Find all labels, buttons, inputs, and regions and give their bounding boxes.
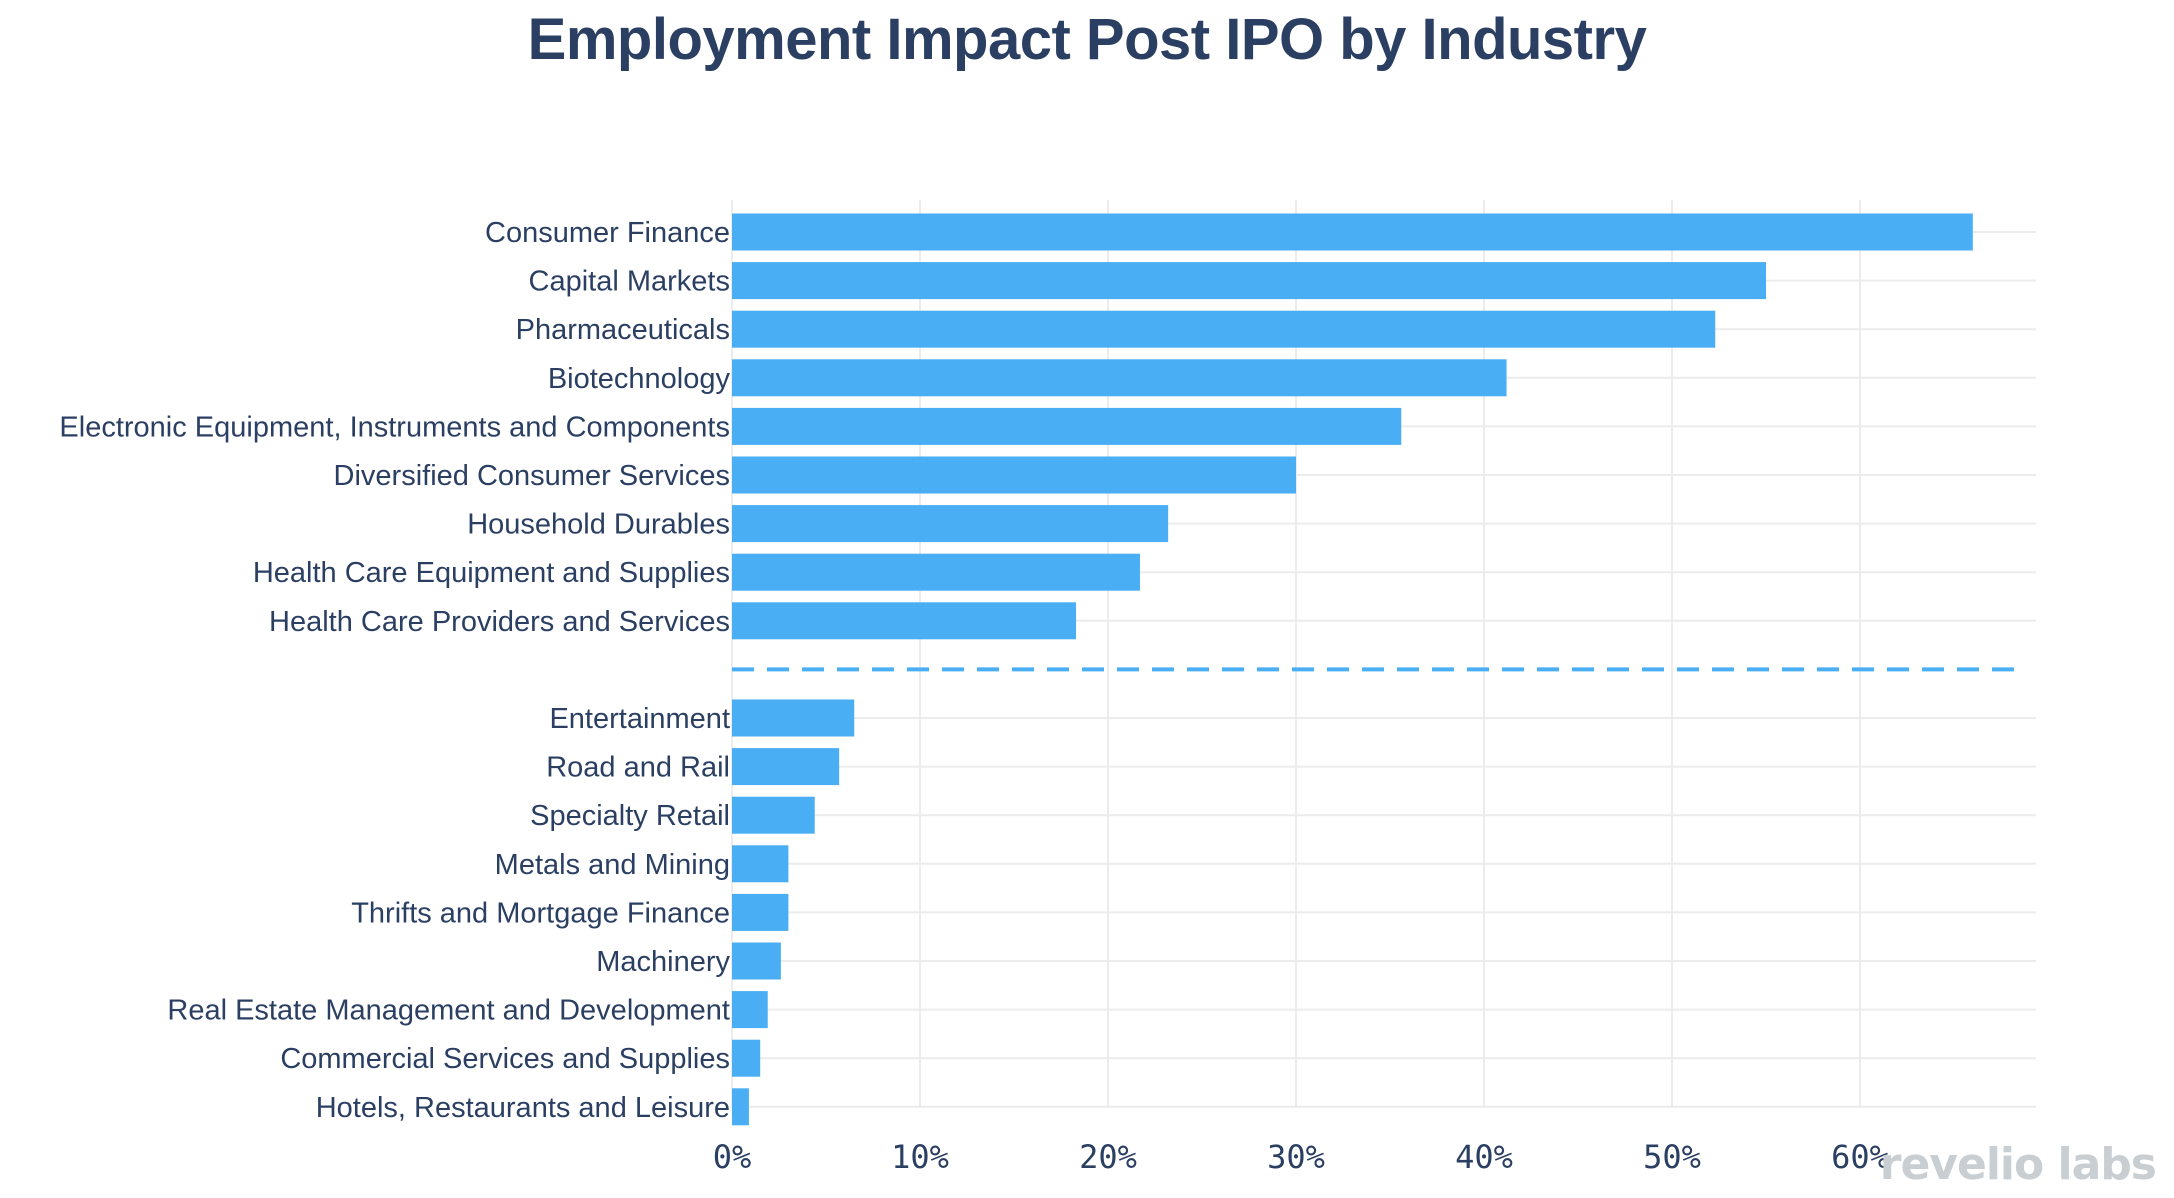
bar[interactable] (732, 505, 1169, 543)
category-label: Road and Rail (546, 752, 730, 784)
x-tick-label: 40% (1455, 1138, 1513, 1176)
x-tick-label: 20% (1079, 1138, 1137, 1176)
brand-logo: revelio labs (1879, 1139, 2157, 1190)
category-label: Electronic Equipment, Instruments and Co… (59, 411, 730, 443)
category-label: Consumer Finance (485, 217, 730, 249)
bar[interactable] (732, 262, 1766, 300)
category-label: Diversified Consumer Services (334, 460, 730, 492)
category-label: Metals and Mining (495, 849, 730, 881)
category-label: Specialty Retail (530, 800, 730, 832)
category-label: Entertainment (549, 703, 730, 735)
category-label: Commercial Services and Supplies (280, 1043, 730, 1075)
category-labels: Consumer Finance Capital Markets Pharmaceu… (59, 217, 730, 1124)
category-label: Thrifts and Mortgage Finance (351, 897, 730, 929)
x-tick-label: 50% (1643, 1138, 1701, 1176)
chart-title: Employment Impact Post IPO by Industry (527, 7, 1647, 72)
bar[interactable] (732, 1039, 761, 1077)
bar[interactable] (732, 213, 1973, 251)
category-label: Hotels, Restaurants and Leisure (316, 1092, 730, 1124)
x-axis-ticks: 0% 10% 20% 30% 40% 50% 60% (713, 1138, 1889, 1176)
bar[interactable] (732, 893, 789, 931)
x-tick-label: 10% (891, 1138, 949, 1176)
bar[interactable] (732, 748, 840, 786)
bar[interactable] (732, 699, 855, 737)
category-label: Health Care Providers and Services (269, 606, 730, 638)
bar[interactable] (732, 602, 1077, 640)
bar[interactable] (732, 407, 1402, 445)
category-label: Real Estate Management and Development (167, 995, 730, 1027)
bar[interactable] (732, 310, 1716, 348)
x-tick-label: 30% (1267, 1138, 1325, 1176)
category-label: Machinery (596, 946, 730, 978)
category-label: Household Durables (467, 509, 730, 541)
category-label: Biotechnology (548, 363, 731, 395)
bar[interactable] (732, 991, 768, 1029)
bars (732, 213, 1973, 1126)
x-tick-label: 60% (1831, 1138, 1889, 1176)
bar[interactable] (732, 456, 1296, 494)
category-label: Capital Markets (529, 266, 730, 298)
bar[interactable] (732, 845, 789, 883)
bar[interactable] (732, 796, 815, 834)
bar[interactable] (732, 1088, 749, 1126)
x-tick-label: 0% (713, 1138, 752, 1176)
bar[interactable] (732, 553, 1140, 591)
category-label: Pharmaceuticals (516, 314, 730, 346)
category-label: Health Care Equipment and Supplies (253, 557, 730, 589)
bar[interactable] (732, 359, 1507, 397)
bar[interactable] (732, 942, 781, 980)
